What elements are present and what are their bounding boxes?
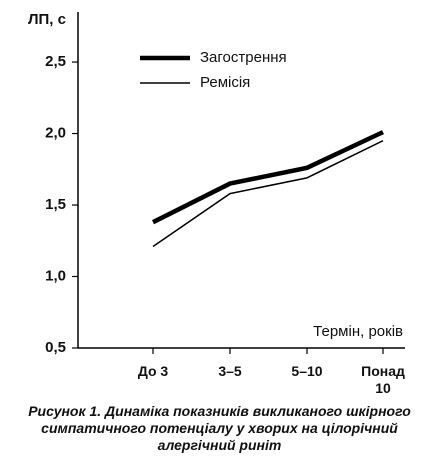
x-tick-label: 3–5	[218, 363, 242, 379]
data-line	[152, 140, 384, 248]
y-tick-label: 1,0	[45, 267, 66, 284]
data-line	[151, 130, 384, 225]
x-axis-label: Термін, років	[313, 323, 403, 340]
x-tick-label: 5–10	[291, 363, 323, 379]
y-tick-label: 2,5	[45, 53, 66, 70]
y-tick-label: 2,0	[45, 125, 66, 142]
x-tick-label: До 3	[137, 363, 169, 379]
chart: ЛП, с Термін, років 0,5 1,0 1,5 2,0 2,5 Загос…	[28, 11, 405, 356]
x-tick-label: Понад 10	[361, 363, 405, 396]
y-tick-label: 0,5	[45, 339, 66, 356]
caption: Рисунок 1. Динаміка показників викликано…	[28, 403, 411, 453]
legend-label: Ремісія	[200, 74, 250, 91]
y-tick-label: 1,5	[45, 196, 66, 213]
y-axis-label: ЛП, с	[28, 11, 66, 28]
legend-label: Загострення	[200, 49, 287, 66]
